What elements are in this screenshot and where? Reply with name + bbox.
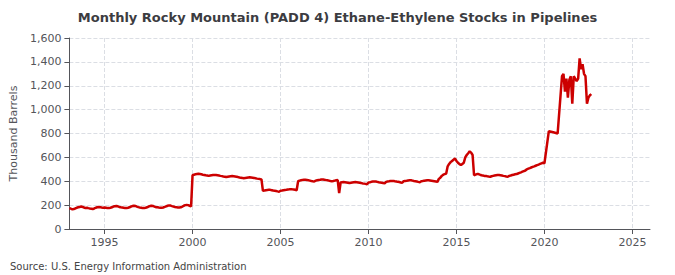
svg-text:2005: 2005 [267, 236, 295, 249]
svg-text:2020: 2020 [530, 236, 558, 249]
svg-text:1,600: 1,600 [30, 32, 62, 45]
svg-text:400: 400 [40, 175, 61, 188]
svg-text:2010: 2010 [354, 236, 382, 249]
svg-text:Monthly Rocky Mountain (PADD 4: Monthly Rocky Mountain (PADD 4) Ethane-E… [78, 10, 598, 25]
svg-text:0: 0 [54, 223, 61, 236]
svg-text:2015: 2015 [442, 236, 470, 249]
svg-text:1995: 1995 [91, 236, 119, 249]
svg-text:Thousand Barrels: Thousand Barrels [7, 85, 20, 182]
svg-text:1,200: 1,200 [30, 79, 62, 92]
svg-text:Source: U.S. Energy Informatio: Source: U.S. Energy Information Administ… [10, 261, 247, 272]
svg-text:800: 800 [40, 127, 61, 140]
svg-text:2000: 2000 [179, 236, 207, 249]
svg-text:1,000: 1,000 [30, 103, 62, 116]
svg-text:1,400: 1,400 [30, 55, 62, 68]
svg-text:2025: 2025 [618, 236, 646, 249]
svg-text:200: 200 [40, 199, 61, 212]
svg-text:600: 600 [40, 151, 61, 164]
